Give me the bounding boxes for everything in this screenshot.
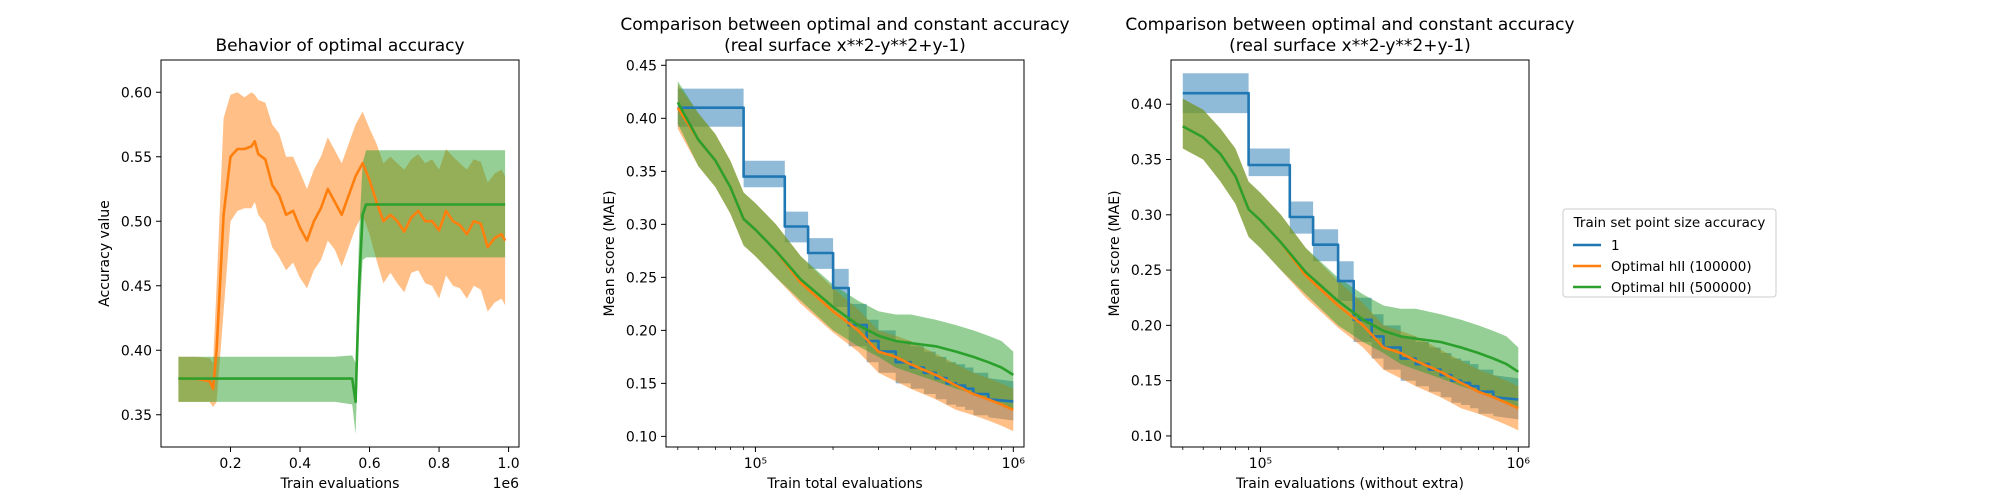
y-tick-label-1-2: 0.40 [121, 343, 152, 359]
x-tick-label-3-1: 10⁵ [1249, 456, 1272, 472]
axes-frame-3 [1170, 59, 1530, 448]
y-tick-label-1-5: 0.55 [121, 150, 152, 166]
legend-entry-3: Optimal hII (500000) [1611, 280, 1752, 296]
chart-title-2-line-2: (real surface x**2-y**2+y-1) [724, 36, 966, 56]
legend-entry-1: 1 [1611, 238, 1620, 254]
y-tick-label-2-8: 0.45 [626, 58, 657, 74]
y-tick-label-3-6: 0.35 [1131, 153, 1162, 169]
chart-title-3-line-1: Comparison between optimal and constant … [1125, 15, 1574, 35]
y-tick-label-3-4: 0.25 [1131, 263, 1162, 279]
line-2-1 [677, 106, 1014, 403]
legend: Train set point size accuracy 1 Optimal hI… [1562, 208, 1777, 298]
chart-2: 10⁵ 10⁶ 0.10 0.15 0.20 0.25 0.30 0.35 0.40 0.45 Tr… [602, 15, 1070, 492]
legend-entry-2: Optimal hII (100000) [1611, 259, 1752, 275]
chart-title-3-line-2: (real surface x**2-y**2+y-1) [1229, 36, 1471, 56]
x-tick-label-1-3: 0.6 [358, 456, 380, 472]
chart-title-2-line-1: Comparison between optimal and constant … [620, 15, 1069, 35]
x-tick-label-2-1: 10⁵ [744, 456, 767, 472]
y-tick-label-3-5: 0.30 [1131, 208, 1162, 224]
line-3-1 [1182, 91, 1519, 401]
legend-title: Train set point size accuracy [1573, 215, 1766, 231]
chart-3: 10⁵ 10⁶ 0.10 0.15 0.20 0.25 0.30 0.35 0.40 Train … [1107, 15, 1575, 492]
y-tick-label-2-6: 0.35 [626, 164, 657, 180]
x-axis-label-1: Train evaluations [280, 476, 400, 492]
y-tick-label-2-4: 0.25 [626, 270, 657, 286]
y-tick-label-2-5: 0.30 [626, 217, 657, 233]
legend-frame [1562, 208, 1777, 298]
axes-frame-1 [160, 59, 520, 448]
line-3-3 [1182, 125, 1520, 373]
x-offset-label-1: 1e6 [493, 476, 520, 492]
x-axis-label-2: Train total evaluations [766, 476, 922, 492]
band-3-1 [1182, 73, 1519, 420]
line-1-2 [178, 203, 506, 404]
x-axis-label-3: Train evaluations (without extra) [1235, 476, 1464, 492]
y-tick-label-1-1: 0.35 [121, 408, 152, 424]
x-tick-label-3-2: 10⁶ [1507, 456, 1531, 472]
y-tick-label-1-6: 0.60 [121, 85, 152, 101]
y-axis-label-1: Accuracy value [97, 200, 113, 307]
band-3-3 [1182, 98, 1519, 409]
y-tick-label-1-3: 0.45 [121, 279, 152, 295]
y-tick-label-2-7: 0.40 [626, 111, 657, 127]
x-tick-label-1-5: 1.0 [497, 456, 519, 472]
y-tick-label-3-3: 0.20 [1131, 318, 1162, 334]
y-tick-label-3-2: 0.15 [1131, 374, 1162, 390]
x-tick-label-2-2: 10⁶ [1002, 456, 1026, 472]
y-axis-label-3: Mean score (MAE) [1107, 190, 1123, 316]
line-2-3 [676, 101, 1014, 377]
x-tick-label-1-2: 0.4 [289, 456, 311, 472]
y-tick-label-2-3: 0.20 [626, 323, 657, 339]
line-1-1 [178, 140, 507, 391]
y-axis-label-2: Mean score (MAE) [602, 190, 618, 316]
y-tick-label-2-2: 0.15 [626, 376, 657, 392]
band-2-3 [677, 81, 1014, 410]
y-tick-label-2-1: 0.10 [626, 429, 657, 445]
y-tick-label-3-7: 0.40 [1131, 97, 1162, 113]
axes-frame-2 [665, 59, 1025, 448]
x-tick-label-1-4: 0.8 [428, 456, 450, 472]
band-1-2 [178, 150, 506, 435]
chart-1: 0.2 0.4 0.6 0.8 1.0 0.35 0.40 0.45 0.50 0.55 0.60 1… [97, 36, 520, 492]
y-tick-label-1-4: 0.50 [121, 214, 152, 230]
chart-title-1: Behavior of optimal accuracy [215, 36, 464, 56]
y-tick-label-3-1: 0.10 [1131, 429, 1162, 445]
band-2-1 [677, 88, 1014, 421]
x-tick-label-1-1: 0.2 [219, 456, 241, 472]
